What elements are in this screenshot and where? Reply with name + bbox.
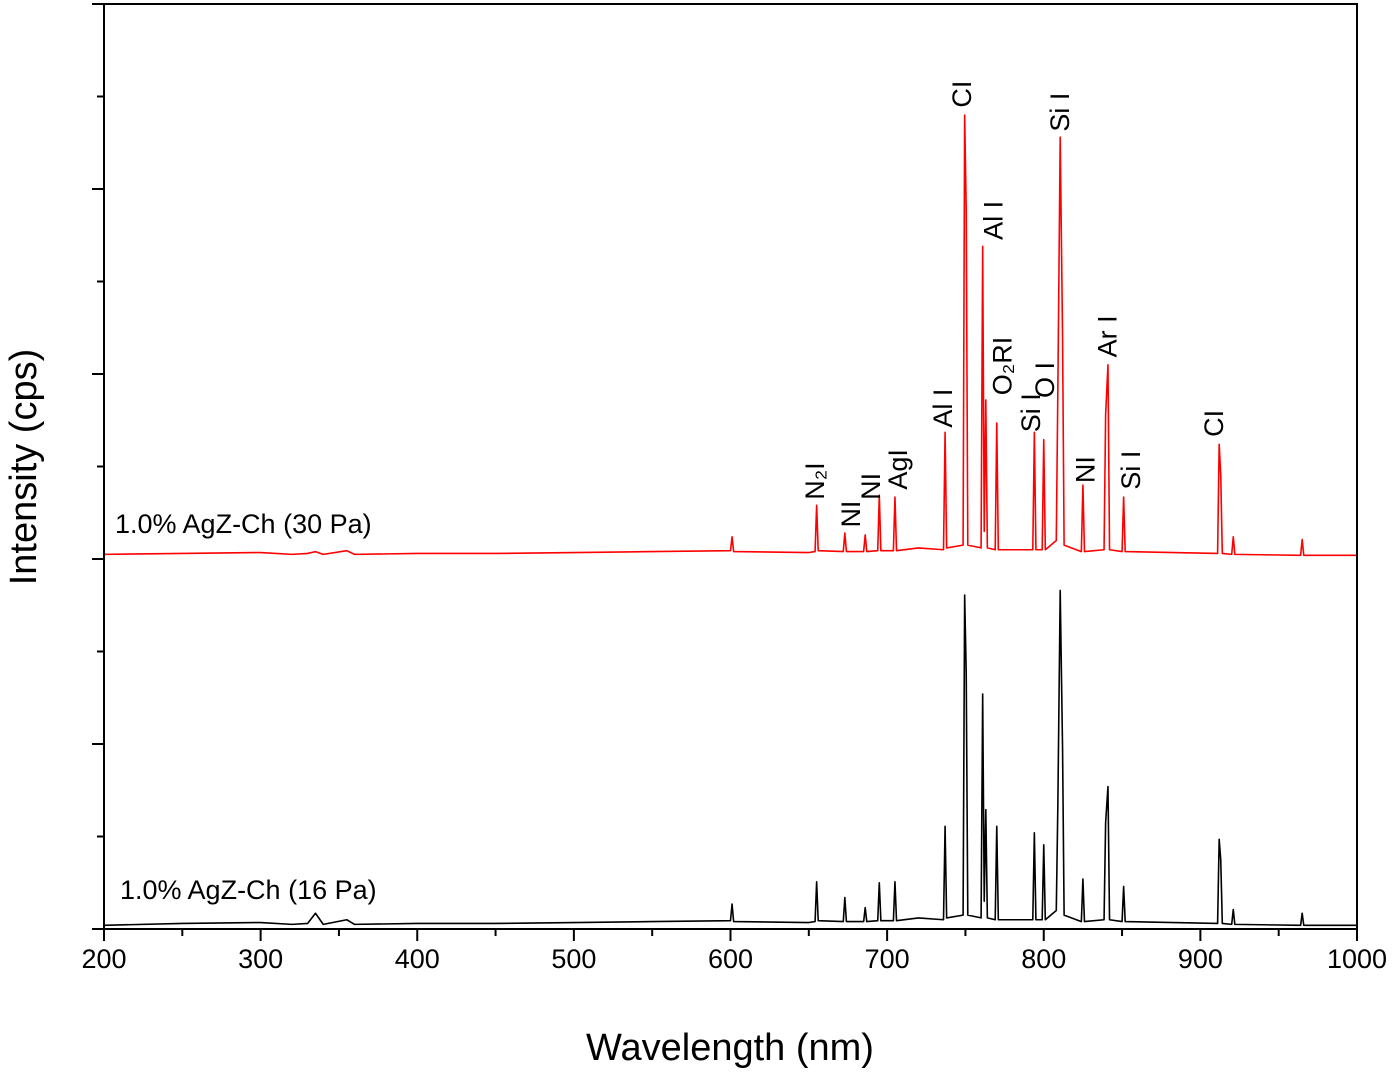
peak-label: NI — [856, 473, 886, 500]
series-line — [103, 114, 1357, 557]
peak-label: Al I — [928, 389, 958, 428]
peak-label: O I — [1030, 362, 1060, 398]
y-axis-title: Intensity (cps) — [3, 349, 45, 586]
x-tick-label: 1000 — [1327, 944, 1387, 974]
peak-label: CI — [947, 81, 977, 108]
x-tick-label: 600 — [708, 944, 753, 974]
x-tick-label: 400 — [395, 944, 440, 974]
peak-label: Ar I — [1093, 315, 1123, 357]
x-tick-label: 300 — [238, 944, 283, 974]
peak-label: O₂RI — [988, 337, 1018, 395]
peak-label: Si I — [1116, 451, 1146, 490]
x-tick-label: 900 — [1178, 944, 1223, 974]
peak-label: Si I — [1045, 93, 1075, 132]
peak-label: NI — [1071, 456, 1101, 483]
x-tick-label: 200 — [81, 944, 126, 974]
x-axis-title: Wavelength (nm) — [586, 1027, 874, 1069]
x-tick-label: 800 — [1021, 944, 1066, 974]
series-label: 1.0% AgZ-Ch (30 Pa) — [115, 509, 372, 539]
peak-label: N₂I — [800, 462, 830, 499]
plot-frame — [103, 3, 1358, 930]
peak-label: CI — [1199, 410, 1229, 437]
series-line — [103, 589, 1357, 927]
peak-label: Si I — [1016, 393, 1046, 432]
series-label: 1.0% AgZ-Ch (16 Pa) — [120, 875, 377, 905]
peak-label: Al I — [978, 201, 1008, 240]
peak-label: NI — [836, 501, 866, 528]
peak-label: AgI — [883, 449, 913, 490]
x-tick-label: 500 — [551, 944, 596, 974]
x-tick-label: 700 — [865, 944, 910, 974]
